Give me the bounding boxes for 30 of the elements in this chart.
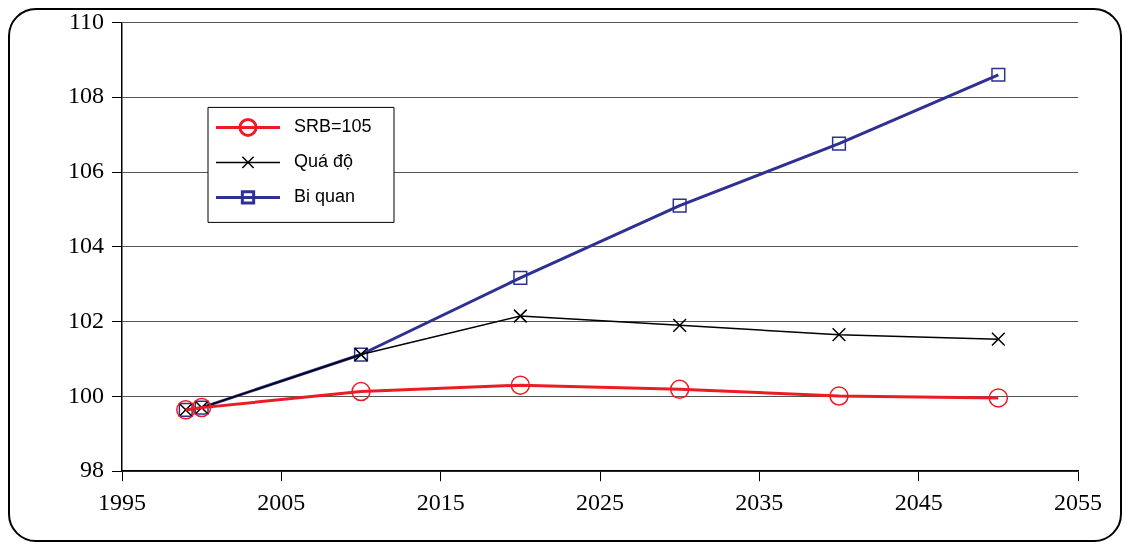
x-tick-label: 2025: [576, 488, 624, 515]
x-tick-label: 2035: [735, 488, 784, 515]
x-tick-label: 2045: [894, 488, 943, 515]
legend-label: SRB=105: [294, 116, 372, 137]
x-tick-label: 2055: [1054, 488, 1102, 515]
point: [513, 270, 528, 285]
point: [831, 327, 847, 342]
y-tick-label: 98: [80, 456, 104, 483]
legend-label: Bi quan: [294, 186, 356, 207]
point: [831, 136, 847, 151]
point: [991, 332, 1006, 347]
x-tick-label: 2015: [416, 488, 465, 515]
point: [988, 388, 1009, 408]
point: [672, 318, 687, 333]
y-tick-label: 106: [68, 157, 104, 184]
point: [829, 386, 849, 406]
point: [351, 381, 371, 402]
point: [672, 198, 687, 213]
y-tick-label: 102: [68, 306, 104, 333]
x-tick-label: 2005: [257, 488, 306, 515]
y-tick-label: 104: [68, 232, 104, 259]
point: [991, 67, 1006, 82]
point: [510, 375, 531, 395]
point: [513, 308, 528, 324]
y-tick-label: 110: [68, 7, 104, 34]
legend-label: Quá độ: [294, 151, 354, 172]
y-tick-label: 108: [68, 82, 104, 109]
x-tick-label: 1995: [98, 488, 146, 515]
y-tick-label: 100: [68, 381, 104, 408]
point: [669, 379, 690, 400]
